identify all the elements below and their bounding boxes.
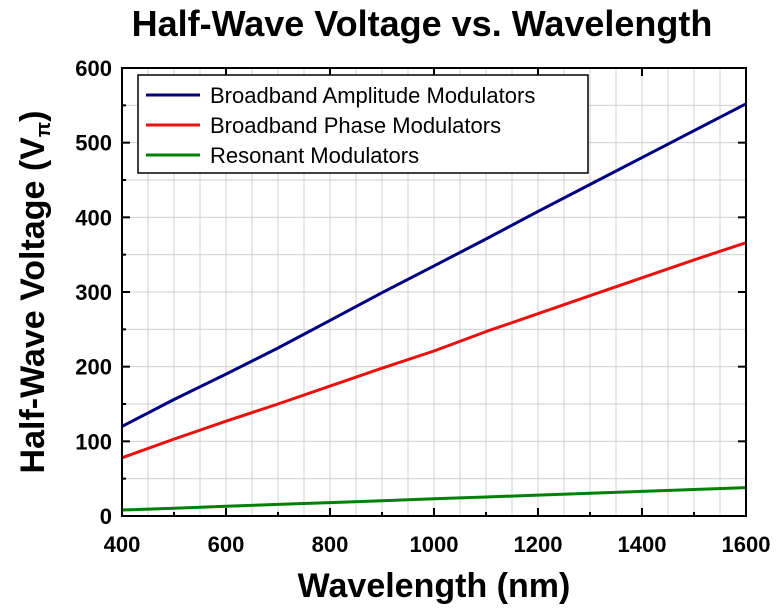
y-tick-labels: 0 100 200 300 400 500 600 <box>75 56 112 529</box>
series-line-1 <box>121 102 747 428</box>
series-line-2 <box>121 241 747 460</box>
series-line-3 <box>121 486 747 512</box>
legend: Broadband Amplitude Modulators Broadband … <box>137 74 589 174</box>
y-tick-label: 200 <box>75 355 112 380</box>
legend-box <box>137 74 589 174</box>
y-axis-label-subscript: π <box>33 122 55 137</box>
chart-title: Half-Wave Voltage vs. Wavelength <box>132 3 713 44</box>
series-layer <box>121 102 747 512</box>
legend-label-1: Broadband Amplitude Modulators <box>210 83 535 108</box>
y-tick-label: 0 <box>100 504 112 529</box>
legend-label-2: Broadband Phase Modulators <box>210 113 501 138</box>
y-tick-label: 600 <box>75 56 112 81</box>
x-tick-label: 800 <box>312 532 349 557</box>
x-tick-labels: 400 600 800 1000 1200 1400 1600 <box>104 532 771 557</box>
x-axis-label: Wavelength (nm) <box>298 567 571 605</box>
y-tick-label: 300 <box>75 280 112 305</box>
y-axis-label: Half-Wave Voltage (Vπ) <box>14 111 55 474</box>
y-axis-label-close: ) <box>14 111 52 122</box>
legend-items: Broadband Amplitude Modulators Broadband … <box>146 83 535 168</box>
x-tick-label: 1400 <box>618 532 667 557</box>
y-tick-label: 100 <box>75 429 112 454</box>
x-tick-label: 1600 <box>722 532 771 557</box>
x-tick-label: 1200 <box>514 532 563 557</box>
y-tick-label: 400 <box>75 205 112 230</box>
x-tick-label: 600 <box>208 532 245 557</box>
legend-label-3: Resonant Modulators <box>210 143 419 168</box>
x-tick-label: 1000 <box>410 532 459 557</box>
x-tick-label: 400 <box>104 532 141 557</box>
y-tick-label: 500 <box>75 131 112 156</box>
y-axis-label-main: Half-Wave Voltage (V <box>14 137 52 474</box>
ticks <box>121 67 747 517</box>
